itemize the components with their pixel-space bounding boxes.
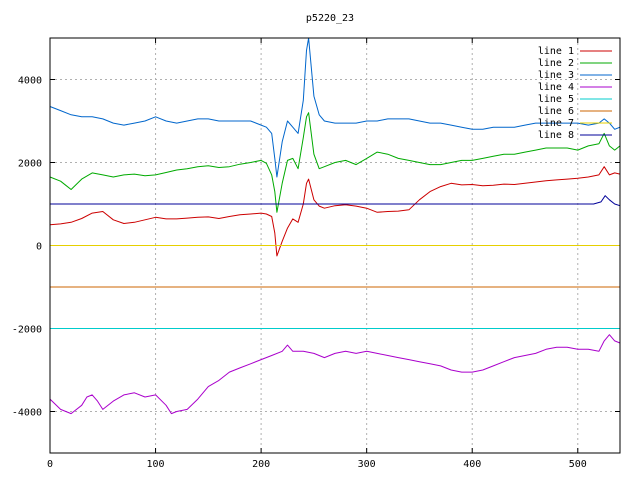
series-line-2 [49, 112, 621, 213]
legend-label-1: line 1 [538, 46, 574, 57]
x-tick-label: 300 [358, 459, 376, 470]
legend-label-3: line 3 [538, 70, 574, 81]
axis-ticks: 0 100 200 300 400 500 -4000 -2000 0 2000 4000 [12, 38, 620, 470]
series-line-1 [49, 166, 621, 257]
series-line-8 [50, 195, 621, 207]
legend-label-7: line 7 [538, 118, 574, 129]
legend-label-4: line 4 [538, 82, 574, 93]
x-tick-label: 200 [252, 459, 270, 470]
legend-label-6: line 6 [538, 106, 574, 117]
series-group [49, 37, 621, 415]
y-tick-label: 2000 [18, 159, 42, 170]
y-tick-label: 4000 [18, 76, 42, 87]
x-tick-label: 500 [569, 459, 587, 470]
y-tick-label: -4000 [12, 408, 42, 419]
legend-label-5: line 5 [538, 94, 574, 105]
x-tick-label: 400 [463, 459, 481, 470]
series-line-3 [49, 37, 621, 178]
y-tick-label: 0 [36, 242, 42, 253]
x-tick-label: 100 [147, 459, 165, 470]
y-tick-label: -2000 [12, 325, 42, 336]
plot-frame [49, 37, 621, 454]
legend-label-8: line 8 [538, 130, 574, 141]
chart-title: p5220_23 [306, 13, 354, 24]
legend-label-2: line 2 [538, 58, 574, 69]
series-line-4 [49, 334, 621, 415]
x-tick-label: 0 [47, 459, 53, 470]
